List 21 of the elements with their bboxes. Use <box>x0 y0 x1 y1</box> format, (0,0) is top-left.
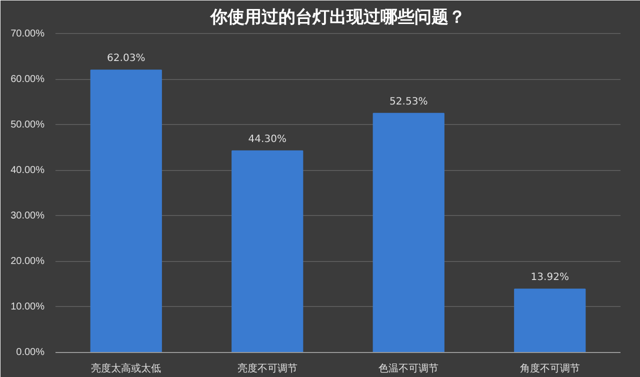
y-tick-label: 30.00% <box>10 210 45 222</box>
data-label: 62.03% <box>107 53 146 64</box>
bar <box>372 112 444 352</box>
data-label: 44.30% <box>248 134 286 145</box>
bar <box>514 288 586 352</box>
y-tick-label: 60.00% <box>10 74 45 85</box>
y-tick-label: 50.00% <box>10 119 45 130</box>
data-label: 52.53% <box>390 96 428 108</box>
y-tick-label: 70.00% <box>10 28 45 40</box>
y-tick-label: 40.00% <box>10 164 45 176</box>
x-tick-label: 色温不可调节 <box>378 362 439 374</box>
x-tick-label: 亮度不可调节 <box>237 362 298 374</box>
bar <box>90 70 162 352</box>
y-tick-label: 0.00% <box>16 347 45 358</box>
data-label: 13.92% <box>530 272 569 284</box>
x-tick-label: 角度不可调节 <box>520 362 580 374</box>
bar <box>232 150 304 352</box>
x-tick-label: 亮度太高或太低 <box>91 362 162 374</box>
y-tick-label: 10.00% <box>10 301 45 312</box>
y-tick-label: 20.00% <box>10 256 45 267</box>
chart-title: 你使用过的台灯出现过哪些问题？ <box>210 8 466 28</box>
